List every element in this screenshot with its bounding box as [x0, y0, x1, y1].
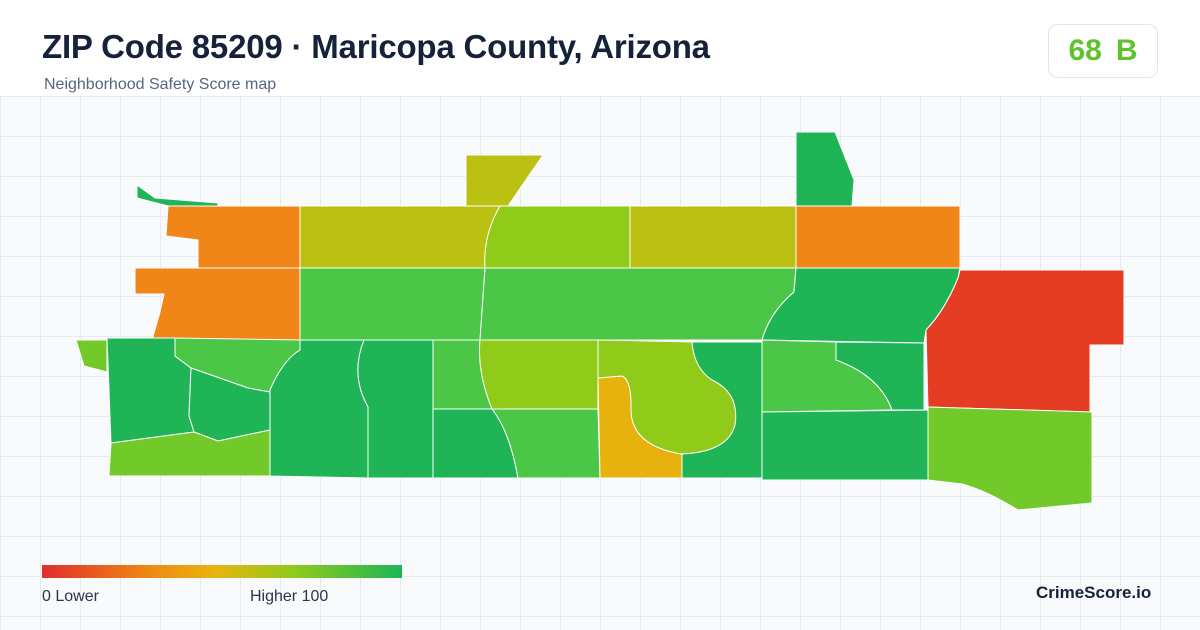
map-region[interactable]: [75, 339, 108, 373]
map-region[interactable]: [136, 184, 219, 207]
map-region[interactable]: [299, 205, 501, 269]
map-region[interactable]: [491, 408, 601, 479]
map-region[interactable]: [299, 267, 486, 341]
map-region[interactable]: [795, 205, 961, 269]
map-region[interactable]: [927, 406, 1093, 511]
score-grade: B: [1115, 34, 1138, 67]
map-region[interactable]: [795, 131, 855, 207]
map-region[interactable]: [761, 409, 929, 481]
legend-high-label: Higher 100: [250, 588, 329, 605]
legend-low-label: 0 Lower: [42, 588, 99, 605]
page-title: ZIP Code 85209 · Maricopa County, Arizon…: [42, 28, 710, 65]
safety-score-badge: 68 B: [1048, 24, 1158, 78]
page-subtitle: Neighborhood Safety Score map: [44, 76, 277, 93]
map-region[interactable]: [134, 267, 301, 341]
legend-color-scale: [42, 565, 402, 578]
map-region[interactable]: [484, 205, 631, 269]
map-region[interactable]: [357, 339, 434, 479]
map-region[interactable]: [465, 154, 544, 207]
map-region[interactable]: [629, 205, 797, 269]
map-region[interactable]: [681, 341, 763, 479]
map-region[interactable]: [925, 269, 1125, 413]
map-region[interactable]: [479, 339, 599, 410]
map-region[interactable]: [479, 267, 797, 341]
brand-logo-text[interactable]: CrimeScore.io: [1036, 583, 1152, 602]
map-region[interactable]: [165, 205, 301, 269]
score-value: 68: [1068, 34, 1102, 67]
